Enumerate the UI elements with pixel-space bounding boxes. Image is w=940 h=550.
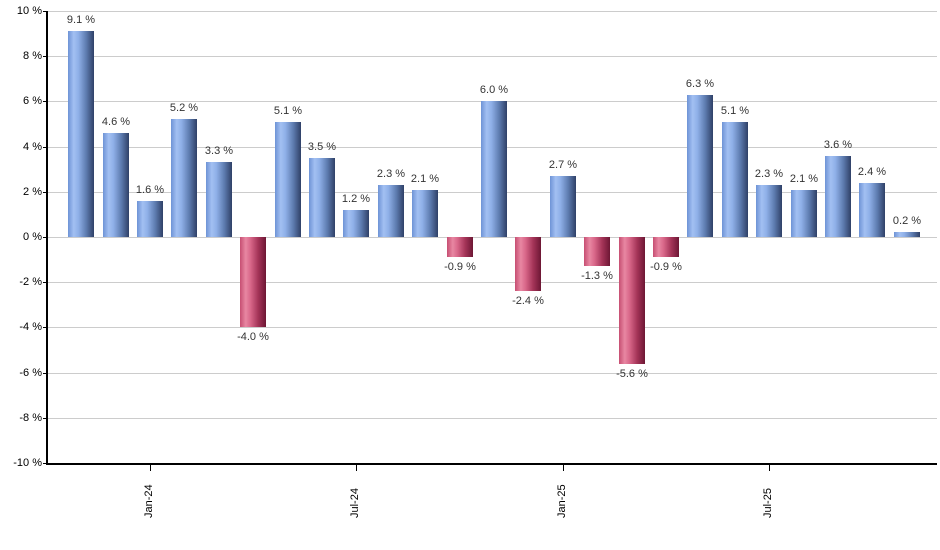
y-axis-tick-mark xyxy=(43,282,47,283)
y-axis-tick-label: 2 % xyxy=(23,186,42,198)
bar-value-label: 5.1 % xyxy=(720,105,750,117)
bar-value-label: 3.5 % xyxy=(307,141,337,153)
positive-bar xyxy=(687,95,713,237)
x-axis-tick-label: Jul-24 xyxy=(349,488,361,518)
y-axis-tick-mark xyxy=(43,373,47,374)
positive-bar xyxy=(756,185,782,237)
gridline xyxy=(48,237,937,238)
y-axis-line xyxy=(46,11,48,465)
bar-value-label: 3.6 % xyxy=(823,139,853,151)
x-axis-tick-mark xyxy=(356,465,357,471)
x-axis-tick-mark xyxy=(150,465,151,471)
positive-bar xyxy=(309,158,335,237)
gridline xyxy=(48,56,937,57)
y-axis-tick-label: -10 % xyxy=(13,457,42,469)
y-axis-tick-mark xyxy=(43,147,47,148)
bar-value-label: 5.1 % xyxy=(273,105,303,117)
positive-bar xyxy=(481,101,507,237)
x-axis-tick-label: Jan-24 xyxy=(143,484,155,518)
positive-bar xyxy=(103,133,129,237)
bar-value-label: -1.3 % xyxy=(581,270,613,282)
bar-value-label: -4.0 % xyxy=(237,331,269,343)
positive-bar xyxy=(722,122,748,237)
bar-value-label: 3.3 % xyxy=(204,145,234,157)
positive-bar xyxy=(894,232,920,237)
y-axis-tick-label: -4 % xyxy=(19,321,42,333)
bar-value-label: -5.6 % xyxy=(616,368,648,380)
bar-value-label: 2.1 % xyxy=(789,173,819,185)
y-axis-tick-mark xyxy=(43,56,47,57)
positive-bar xyxy=(378,185,404,237)
negative-bar xyxy=(619,237,645,364)
y-axis-tick-mark xyxy=(43,327,47,328)
x-axis-tick-mark xyxy=(563,465,564,471)
bar-value-label: 2.4 % xyxy=(857,166,887,178)
negative-bar xyxy=(653,237,679,257)
bar-value-label: 2.3 % xyxy=(376,168,406,180)
bar-value-label: 2.1 % xyxy=(410,173,440,185)
y-axis-tick-mark xyxy=(43,101,47,102)
positive-bar xyxy=(137,201,163,237)
gridline xyxy=(48,373,937,374)
bar-value-label: -0.9 % xyxy=(444,261,476,273)
x-axis-tick-label: Jan-25 xyxy=(556,484,568,518)
positive-bar xyxy=(343,210,369,237)
positive-bar xyxy=(550,176,576,237)
y-axis-tick-label: 10 % xyxy=(16,5,42,17)
y-axis-tick-mark xyxy=(43,11,47,12)
y-axis-tick-label: 6 % xyxy=(23,95,42,107)
bar-value-label: 5.2 % xyxy=(169,102,199,114)
bar-value-label: 2.3 % xyxy=(754,168,784,180)
bar-value-label: 2.7 % xyxy=(548,159,578,171)
positive-bar xyxy=(791,190,817,237)
bar-value-label: 4.6 % xyxy=(101,116,131,128)
positive-bar xyxy=(859,183,885,237)
y-axis-tick-mark xyxy=(43,237,47,238)
negative-bar xyxy=(515,237,541,291)
gridline xyxy=(48,418,937,419)
x-axis-tick-label: Jul-25 xyxy=(762,488,774,518)
positive-bar xyxy=(171,119,197,237)
gridline xyxy=(48,282,937,283)
y-axis-tick-label: -6 % xyxy=(19,367,42,379)
y-axis-tick-mark xyxy=(43,192,47,193)
bar-value-label: 9.1 % xyxy=(66,14,96,26)
negative-bar xyxy=(584,237,610,266)
negative-bar xyxy=(447,237,473,257)
gridline xyxy=(48,11,937,12)
bar-value-label: -2.4 % xyxy=(512,295,544,307)
y-axis-tick-label: 8 % xyxy=(23,50,42,62)
bar-value-label: 1.6 % xyxy=(135,184,165,196)
x-axis-tick-mark xyxy=(769,465,770,471)
positive-bar xyxy=(206,162,232,237)
bar-value-label: 6.3 % xyxy=(685,78,715,90)
bar-value-label: -0.9 % xyxy=(650,261,682,273)
y-axis-tick-label: -8 % xyxy=(19,412,42,424)
positive-bar xyxy=(825,156,851,237)
positive-bar xyxy=(412,190,438,237)
y-axis-tick-label: 0 % xyxy=(23,231,42,243)
x-axis-line xyxy=(46,463,937,465)
y-axis-tick-label: -2 % xyxy=(19,276,42,288)
positive-bar xyxy=(275,122,301,237)
y-axis-tick-mark xyxy=(43,463,47,464)
bar-value-label: 6.0 % xyxy=(479,84,509,96)
gridline xyxy=(48,327,937,328)
negative-bar xyxy=(240,237,266,327)
y-axis-tick-label: 4 % xyxy=(23,141,42,153)
bar-value-label: 0.2 % xyxy=(892,215,922,227)
y-axis-tick-mark xyxy=(43,418,47,419)
bar-value-label: 1.2 % xyxy=(341,193,371,205)
positive-bar xyxy=(68,31,94,237)
